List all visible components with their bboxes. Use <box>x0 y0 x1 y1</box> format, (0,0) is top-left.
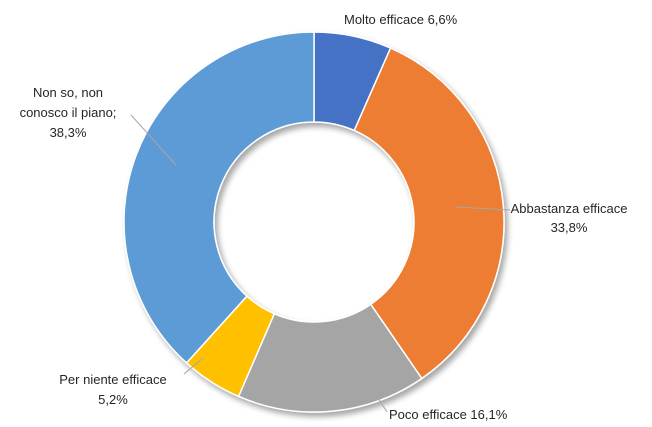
leader-line <box>130 114 177 166</box>
data-label-line: 5,2% <box>98 392 128 407</box>
data-label-line: Poco efficace 16,1% <box>389 407 508 422</box>
data-label-line: 33,8% <box>551 220 588 235</box>
donut-slices <box>123 31 505 413</box>
data-label: Per niente efficace 5,2% <box>59 372 166 407</box>
data-label-line: Abbastanza efficace <box>511 201 628 216</box>
data-label: Non so, non conosco il piano; 38,3% <box>20 85 117 140</box>
data-label-line: Molto efficace 6,6% <box>344 12 458 27</box>
leader-line <box>183 357 204 375</box>
data-label: Molto efficace 6,6% <box>344 12 458 27</box>
data-label: Abbastanza efficace 33,8% <box>511 201 628 235</box>
leader-line <box>377 397 388 413</box>
data-label: Poco efficace 16,1% <box>389 407 508 422</box>
slice-non-so-non-conosco-il-piano <box>123 31 315 364</box>
slice-abbastanza-efficace <box>353 47 505 380</box>
leader-line <box>455 206 511 211</box>
leader-lines <box>130 114 511 413</box>
data-label-line: 38,3% <box>50 125 87 140</box>
data-label-line: Per niente efficace <box>59 372 166 387</box>
data-labels: Molto efficace 6,6% Abbastanza efficace 33… <box>20 12 628 422</box>
data-label-line: Non so, non <box>33 85 103 100</box>
data-label-line: conosco il piano; <box>20 105 117 120</box>
